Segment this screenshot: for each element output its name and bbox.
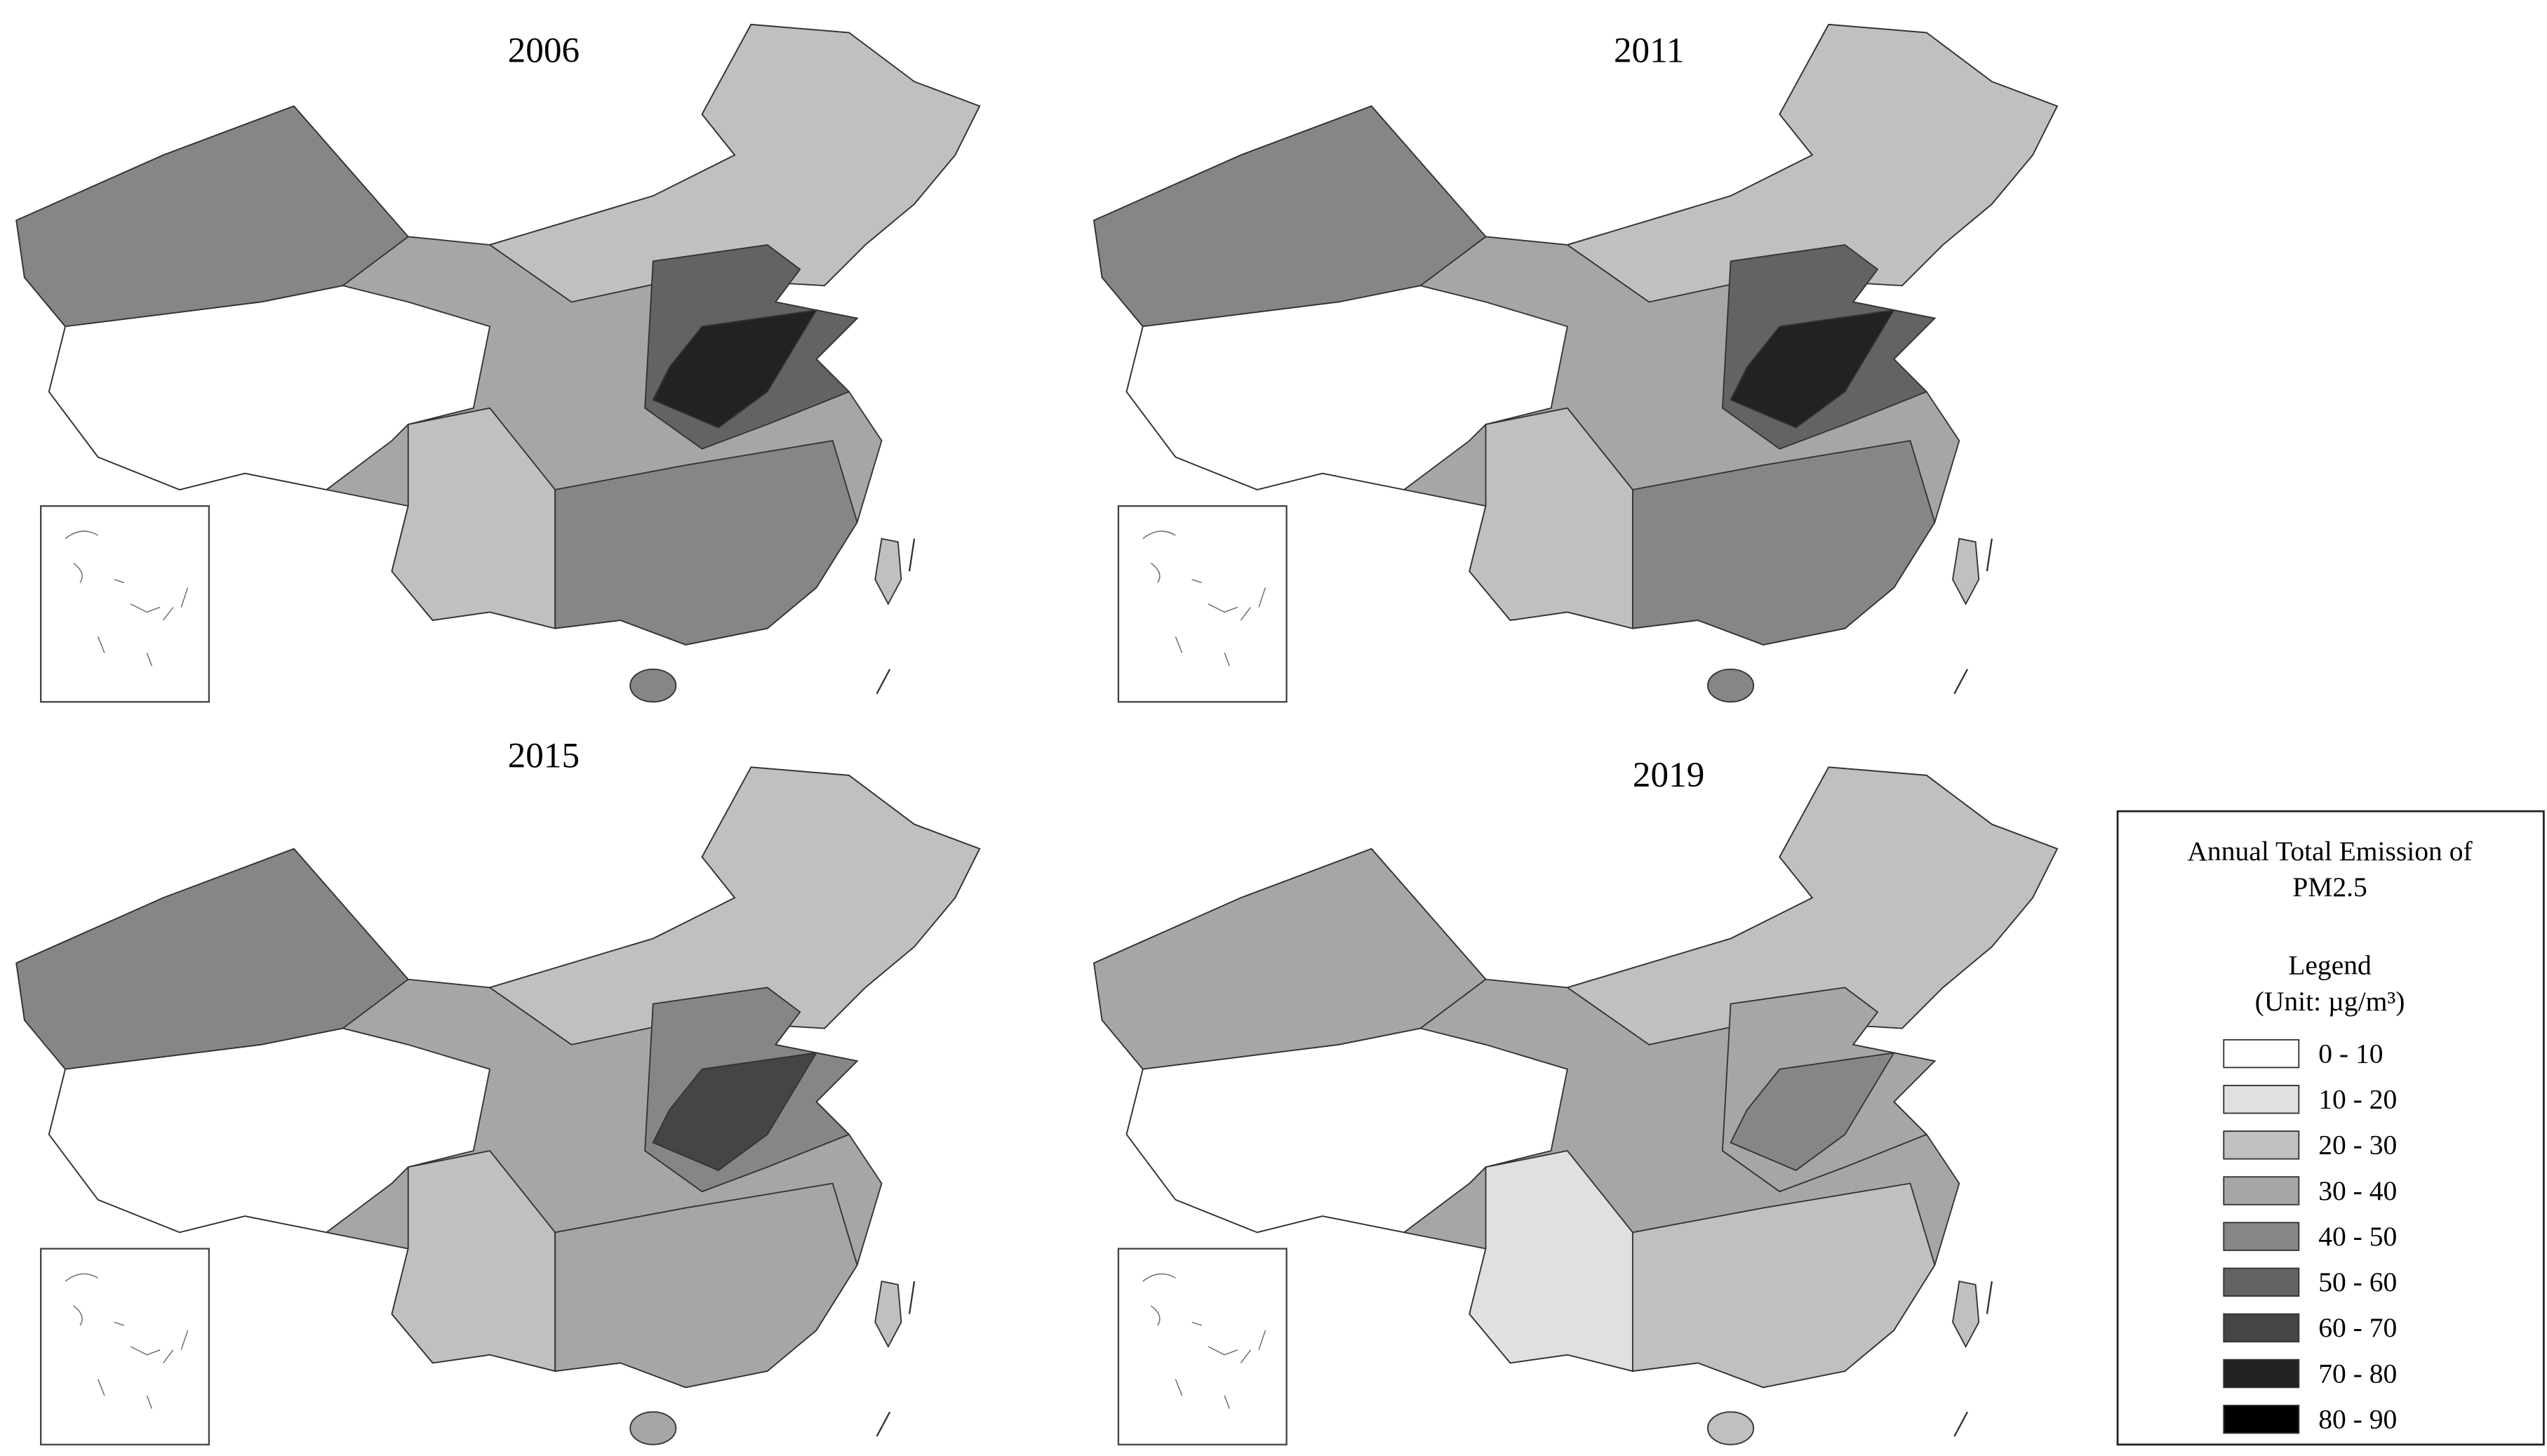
legend-label: 80 - 90 xyxy=(2318,1403,2397,1434)
legend: Annual Total Emission of PM2.5 Legend (U… xyxy=(2116,810,2545,1446)
legend-unit: (Unit: µg/m³) xyxy=(2255,986,2405,1017)
legend-swatch xyxy=(2223,1313,2300,1343)
legend-label: 60 - 70 xyxy=(2318,1312,2397,1343)
legend-swatch xyxy=(2223,1038,2300,1069)
legend-title: PM2.5 xyxy=(2292,871,2367,902)
legend-label: 70 - 80 xyxy=(2318,1358,2397,1389)
map-2011 xyxy=(1092,23,2059,703)
legend-label: 40 - 50 xyxy=(2318,1221,2397,1252)
legend-swatch xyxy=(2223,1267,2300,1297)
map-title: 2019 xyxy=(1633,755,1704,795)
map-2006 xyxy=(15,23,981,703)
legend-heading: Legend xyxy=(2288,950,2372,981)
legend-label: 20 - 30 xyxy=(2318,1130,2397,1161)
map-title: 2011 xyxy=(1614,30,1684,70)
legend-box xyxy=(2116,810,2545,1446)
map-2015 xyxy=(15,766,981,1445)
legend-swatch xyxy=(2223,1404,2300,1434)
map-title: 2015 xyxy=(508,735,580,775)
legend-label: 10 - 20 xyxy=(2318,1084,2397,1115)
legend-swatch xyxy=(2223,1222,2300,1251)
map-title: 2006 xyxy=(508,30,580,70)
legend-label: 50 - 60 xyxy=(2318,1267,2397,1297)
legend-title: Annual Total Emission of xyxy=(2187,836,2473,867)
map-2019 xyxy=(1092,766,2059,1445)
legend-swatch xyxy=(2223,1130,2300,1160)
legend-swatch xyxy=(2223,1176,2300,1205)
legend-swatch xyxy=(2223,1358,2300,1389)
legend-swatch xyxy=(2223,1085,2300,1114)
legend-label: 30 - 40 xyxy=(2318,1175,2397,1206)
legend-label: 0 - 10 xyxy=(2318,1038,2383,1069)
